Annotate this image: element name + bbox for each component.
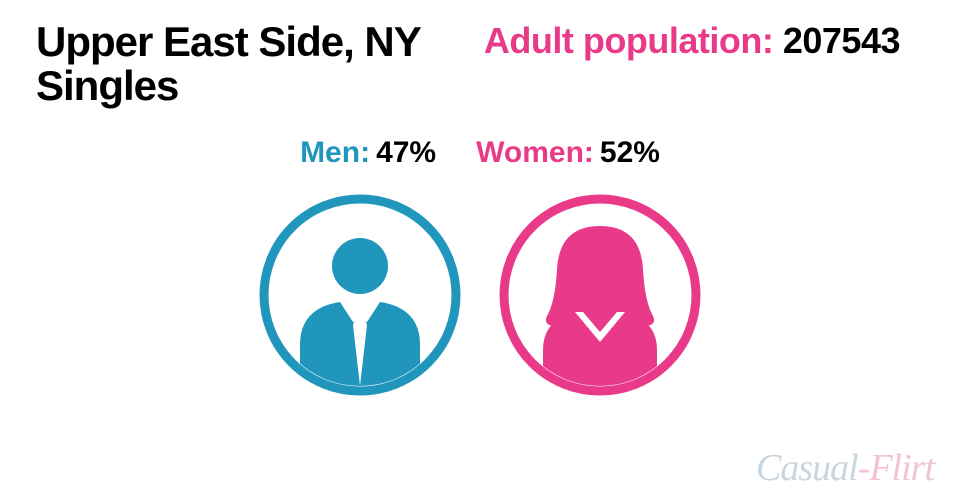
female-icon xyxy=(495,190,705,400)
men-stat: Men: 47% xyxy=(300,136,436,170)
population-value: 207543 xyxy=(783,20,900,61)
men-label: Men: xyxy=(300,136,370,170)
icons-row xyxy=(0,190,960,400)
brand-watermark: Casual-Flirt xyxy=(756,446,934,490)
population-block: Adult population: 207543 xyxy=(484,20,900,62)
brand-part2: -Flirt xyxy=(858,447,934,489)
women-value: 52% xyxy=(600,136,660,170)
male-icon xyxy=(255,190,465,400)
header-row: Upper East Side, NY Singles Adult popula… xyxy=(0,0,960,108)
title-line-2: Singles xyxy=(36,64,421,108)
population-label: Adult population: xyxy=(484,20,773,61)
men-value: 47% xyxy=(376,136,436,170)
stats-row: Men: 47% Women: 52% xyxy=(0,136,960,170)
title-block: Upper East Side, NY Singles xyxy=(36,20,421,108)
women-stat: Women: 52% xyxy=(476,136,660,170)
title-line-1: Upper East Side, NY xyxy=(36,20,421,64)
women-label: Women: xyxy=(476,136,594,170)
brand-part1: Casual xyxy=(756,447,858,489)
